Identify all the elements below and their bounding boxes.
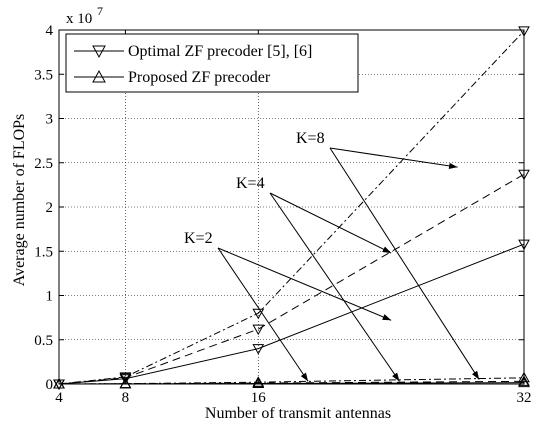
marker-proposed-k4 — [518, 375, 530, 386]
legend-marker-optimal — [92, 45, 106, 59]
y-tick-label: 3 — [46, 112, 54, 128]
y-tick-label: 0.5 — [34, 333, 53, 349]
annotations: K=2 K=4 K=8 — [184, 130, 480, 382]
series-line-optimal-k2 — [58, 243, 525, 385]
x-tick-label: 32 — [517, 390, 532, 406]
y-axis-label: Average number of FLOPs — [11, 114, 28, 287]
marker-optimal-k4 — [252, 324, 265, 336]
marker-optimal-k8 — [252, 308, 265, 320]
annotation-arrow-k2 — [217, 247, 392, 321]
legend-box — [65, 33, 359, 93]
y-multiplier-exponent: 7 — [97, 4, 103, 18]
legend-label-optimal: Optimal ZF precoder [5], [6] — [128, 43, 312, 60]
arrowhead — [448, 162, 458, 169]
legend-label-proposed: Proposed ZF precoder — [128, 69, 271, 86]
marker-optimal-k8 — [119, 372, 132, 383]
arrowhead — [392, 372, 400, 382]
legend: Optimal ZF precoder [5], [6] Proposed ZF… — [65, 33, 359, 93]
x-tick-label: 4 — [55, 390, 63, 406]
arrowhead — [300, 372, 309, 382]
annotation-k4: K=4 — [236, 175, 265, 192]
annotation-k8: K=8 — [296, 130, 325, 147]
y-tick-label: 1.5 — [34, 244, 53, 260]
annotation-arrow-k8 — [329, 147, 458, 168]
y-tick-label: 3.5 — [34, 67, 53, 83]
x-tick-label: 16 — [251, 390, 267, 406]
y-tick-label: 0 — [46, 377, 54, 393]
x-axis-label: Number of transmit antennas — [205, 405, 391, 422]
annotation-arrow-k2 — [217, 247, 309, 382]
annotation-k2: K=2 — [184, 230, 213, 247]
annotation-arrow-k8 — [329, 147, 480, 380]
annotation-arrows — [217, 147, 480, 382]
annotation-arrow-k4 — [269, 192, 400, 382]
series-line-optimal-k8 — [58, 30, 525, 385]
annotation-arrow-k4 — [269, 192, 392, 254]
marker-optimal-k2 — [252, 344, 265, 355]
arrowhead — [382, 314, 392, 321]
y-tick-label: 2 — [46, 200, 54, 216]
tick-labels: 4 8 16 32 0 0.5 1 1.5 2 2.5 3 3.5 4 — [34, 23, 531, 406]
legend-marker-proposed — [92, 69, 106, 83]
y-tick-label: 2.5 — [34, 156, 53, 172]
y-multiplier-base: x 10 — [66, 11, 92, 27]
x-tick-label: 8 — [122, 390, 130, 406]
marker-proposed-k8 — [119, 377, 132, 389]
marker-proposed-k8 — [252, 376, 265, 387]
axis-ticks — [58, 29, 525, 385]
y-tick-label: 4 — [46, 23, 54, 39]
arrowhead — [382, 246, 392, 254]
marker-optimal-k8 — [518, 26, 530, 37]
y-tick-label: 1 — [46, 289, 54, 305]
arrowhead — [471, 370, 480, 380]
